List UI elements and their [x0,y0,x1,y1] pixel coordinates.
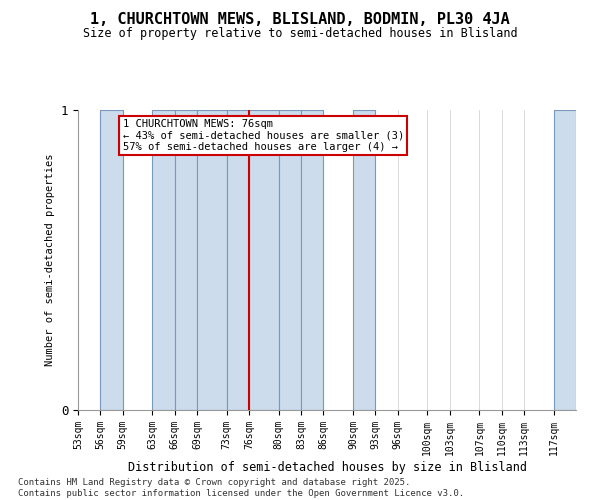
Bar [249,110,278,410]
Y-axis label: Number of semi-detached properties: Number of semi-detached properties [45,154,55,366]
Text: Contains HM Land Registry data © Crown copyright and database right 2025.
Contai: Contains HM Land Registry data © Crown c… [18,478,464,498]
Bar [554,110,576,410]
Bar [152,110,175,410]
Text: 1 CHURCHTOWN MEWS: 76sqm
← 43% of semi-detached houses are smaller (3)
57% of se: 1 CHURCHTOWN MEWS: 76sqm ← 43% of semi-d… [122,119,404,152]
Bar [301,110,323,410]
Text: 1, CHURCHTOWN MEWS, BLISLAND, BODMIN, PL30 4JA: 1, CHURCHTOWN MEWS, BLISLAND, BODMIN, PL… [90,12,510,28]
Bar [175,110,197,410]
Bar [100,110,122,410]
Bar [278,110,301,410]
X-axis label: Distribution of semi-detached houses by size in Blisland: Distribution of semi-detached houses by … [128,460,527,473]
Bar [197,110,227,410]
Bar [227,110,249,410]
Text: Size of property relative to semi-detached houses in Blisland: Size of property relative to semi-detach… [83,28,517,40]
Bar [353,110,376,410]
